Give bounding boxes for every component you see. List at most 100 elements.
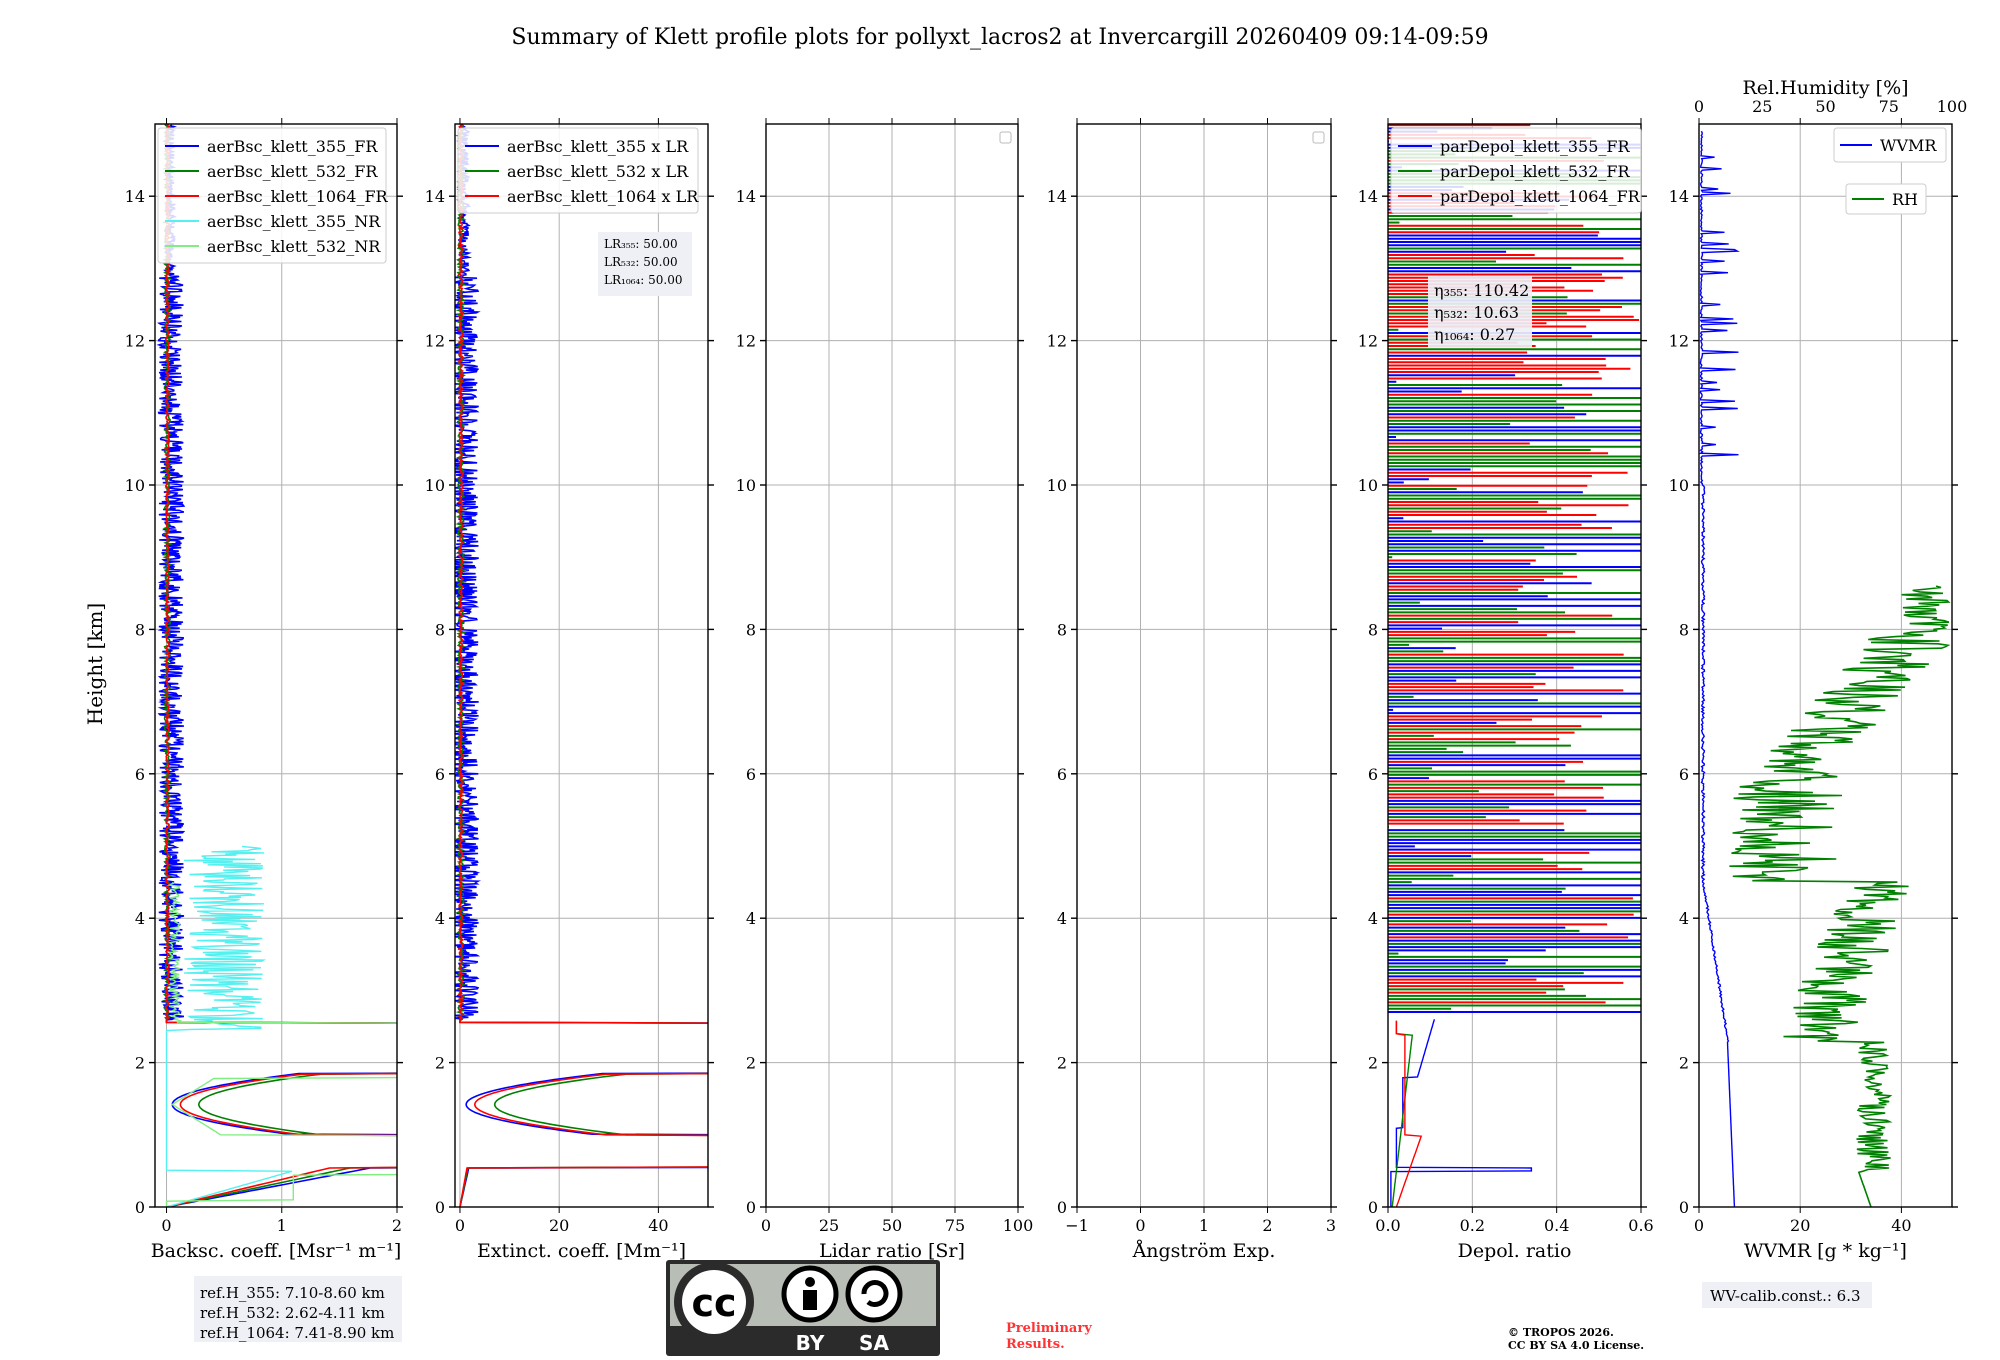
x-tick-label: 75 bbox=[945, 1216, 965, 1235]
legend-label: parDepol_klett_1064_FR bbox=[1440, 187, 1641, 206]
legend-label: aerBsc_klett_355_NR bbox=[207, 212, 381, 231]
axes-frame bbox=[454, 123, 709, 1208]
top-x-tick-label: 100 bbox=[1937, 97, 1968, 116]
depol-532-low bbox=[1391, 1020, 1414, 1207]
series-532 bbox=[455, 124, 708, 1207]
top-x-tick-label: 25 bbox=[1752, 97, 1772, 116]
x-tick-label: 3 bbox=[1326, 1216, 1336, 1235]
y-tick-label: 4 bbox=[435, 909, 445, 928]
y-tick-label: 10 bbox=[1047, 476, 1067, 495]
y-tick-label: 4 bbox=[1679, 909, 1689, 928]
series-group bbox=[156, 124, 397, 1207]
y-tick-label: 6 bbox=[746, 765, 756, 784]
top-x-tick-label: 75 bbox=[1879, 97, 1899, 116]
x-tick-label: 0 bbox=[1135, 1216, 1145, 1235]
eta-value: η₁₀₆₄: 0.27 bbox=[1434, 325, 1515, 344]
lr-value: LR₁₀₆₄: 50.00 bbox=[604, 273, 682, 287]
top-x-axis-label: Rel.Humidity [%] bbox=[1742, 77, 1908, 99]
series-wvmr bbox=[1699, 130, 1740, 1207]
y-tick-label: 2 bbox=[746, 1054, 756, 1073]
y-tick-label: 10 bbox=[1669, 476, 1689, 495]
wv-calib-box: WV-calib.const.: 6.3 bbox=[1702, 1282, 1872, 1308]
y-tick-label: 8 bbox=[1679, 620, 1689, 639]
legend-box bbox=[457, 127, 699, 214]
legend-label: RH bbox=[1892, 190, 1918, 209]
x-axis-label: Backsc. coeff. [Msr⁻¹ m⁻¹] bbox=[151, 1240, 402, 1262]
license-by-label: BY bbox=[796, 1331, 825, 1355]
axes-frame bbox=[1387, 123, 1642, 1208]
x-axis-label: Lidar ratio [Sr] bbox=[819, 1240, 965, 1262]
y-tick-label: 6 bbox=[435, 765, 445, 784]
legend-label: parDepol_klett_532_FR bbox=[1440, 162, 1631, 181]
y-tick-label: 4 bbox=[1057, 909, 1067, 928]
lr-value: LR₃₅₅: 50.00 bbox=[604, 237, 678, 251]
copyright-line1: © TROPOS 2026. bbox=[1508, 1326, 1614, 1339]
y-tick-label: 2 bbox=[1368, 1054, 1378, 1073]
x-tick-label: 25 bbox=[819, 1216, 839, 1235]
axes-frame bbox=[1698, 123, 1953, 1208]
license-sa-label: SA bbox=[859, 1331, 889, 1355]
legend-label: aerBsc_klett_355_FR bbox=[207, 137, 378, 156]
x-tick-label: 1 bbox=[277, 1216, 287, 1235]
x-tick-label: 0.6 bbox=[1628, 1216, 1653, 1235]
legend-label: aerBsc_klett_1064_FR bbox=[207, 187, 389, 206]
depol-355-low bbox=[1390, 1019, 1533, 1207]
legend-box bbox=[1833, 127, 1947, 163]
y-axis-label: Height [km] bbox=[83, 603, 107, 725]
x-tick-label: 0.0 bbox=[1375, 1216, 1400, 1235]
wv-calib-const: WV-calib.const.: 6.3 bbox=[1710, 1287, 1861, 1305]
y-tick-label: 10 bbox=[125, 476, 145, 495]
y-tick-label: 2 bbox=[1057, 1054, 1067, 1073]
reference-height-box: ref.H_355: 7.10-8.60 km ref.H_532: 2.62-… bbox=[194, 1276, 402, 1342]
series-1064 bbox=[457, 124, 708, 1207]
legend-label: parDepol_klett_355_FR bbox=[1440, 137, 1631, 156]
y-tick-label: 0 bbox=[1679, 1198, 1689, 1217]
eta-box-bg bbox=[1428, 276, 1532, 348]
y-tick-label: 12 bbox=[1358, 332, 1378, 351]
panel-depol: 0.0 0.2 0.4 0.6 0 2 4 6 8 10 12 14 Depol. ratio parDe… bbox=[1358, 118, 1654, 1262]
series-355 bbox=[156, 124, 397, 1207]
x-tick-label: 0.4 bbox=[1544, 1216, 1569, 1235]
x-tick-label: 0 bbox=[761, 1216, 771, 1235]
panel-wv: 0 20 40 0 2 4 6 8 10 12 14 WVMR [g * kg⁻¹] 0 25 50 75 10… bbox=[1669, 77, 1968, 1262]
sa-arrow-icon bbox=[861, 1280, 889, 1307]
y-tick-label: 6 bbox=[135, 765, 145, 784]
x-tick-label: −1 bbox=[1065, 1216, 1089, 1235]
y-tick-label: 8 bbox=[435, 620, 445, 639]
y-tick-label: 10 bbox=[425, 476, 445, 495]
x-tick-label: 0 bbox=[1694, 1216, 1704, 1235]
y-tick-label: 2 bbox=[135, 1054, 145, 1073]
y-tick-label: 2 bbox=[435, 1054, 445, 1073]
y-tick-label: 12 bbox=[1669, 332, 1689, 351]
y-tick-label: 14 bbox=[1669, 187, 1689, 206]
y-tick-label: 14 bbox=[1047, 187, 1067, 206]
preliminary-text-line2: Results. bbox=[1006, 1337, 1065, 1352]
lr-value: LR₅₃₂: 50.00 bbox=[604, 255, 678, 269]
y-tick-label: 14 bbox=[125, 187, 145, 206]
legend-box bbox=[1390, 127, 1642, 214]
y-tick-label: 12 bbox=[1047, 332, 1067, 351]
series-rh bbox=[1729, 585, 1951, 1207]
by-person-head-icon bbox=[805, 1277, 815, 1287]
y-tick-label: 6 bbox=[1057, 765, 1067, 784]
y-tick-label: 12 bbox=[736, 332, 756, 351]
panel-ext: 0 20 40 0 2 4 6 8 10 12 14 Extinct. coeff. [Mm⁻¹] ae… bbox=[425, 118, 714, 1262]
y-tick-label: 14 bbox=[425, 187, 445, 206]
y-tick-label: 8 bbox=[1368, 620, 1378, 639]
y-tick-label: 0 bbox=[1057, 1198, 1067, 1217]
y-tick-label: 2 bbox=[1679, 1054, 1689, 1073]
x-tick-label: 20 bbox=[1790, 1216, 1810, 1235]
eta-value: η₃₅₅: 110.42 bbox=[1434, 281, 1529, 300]
axes-frame bbox=[1076, 123, 1332, 1208]
panel-lr: 0 25 50 75 100 0 2 4 6 8 10 12 14 Lidar ratio [Sr] bbox=[736, 118, 1033, 1262]
legend-label: WVMR bbox=[1880, 136, 1937, 155]
y-tick-label: 0 bbox=[1368, 1198, 1378, 1217]
x-axis-label: Extinct. coeff. [Mm⁻¹] bbox=[477, 1240, 686, 1262]
legend-box bbox=[157, 127, 387, 264]
x-tick-label: 0.2 bbox=[1460, 1216, 1485, 1235]
top-x-tick-label: 0 bbox=[1694, 97, 1704, 116]
wv-calib-box-bg bbox=[1702, 1282, 1872, 1308]
